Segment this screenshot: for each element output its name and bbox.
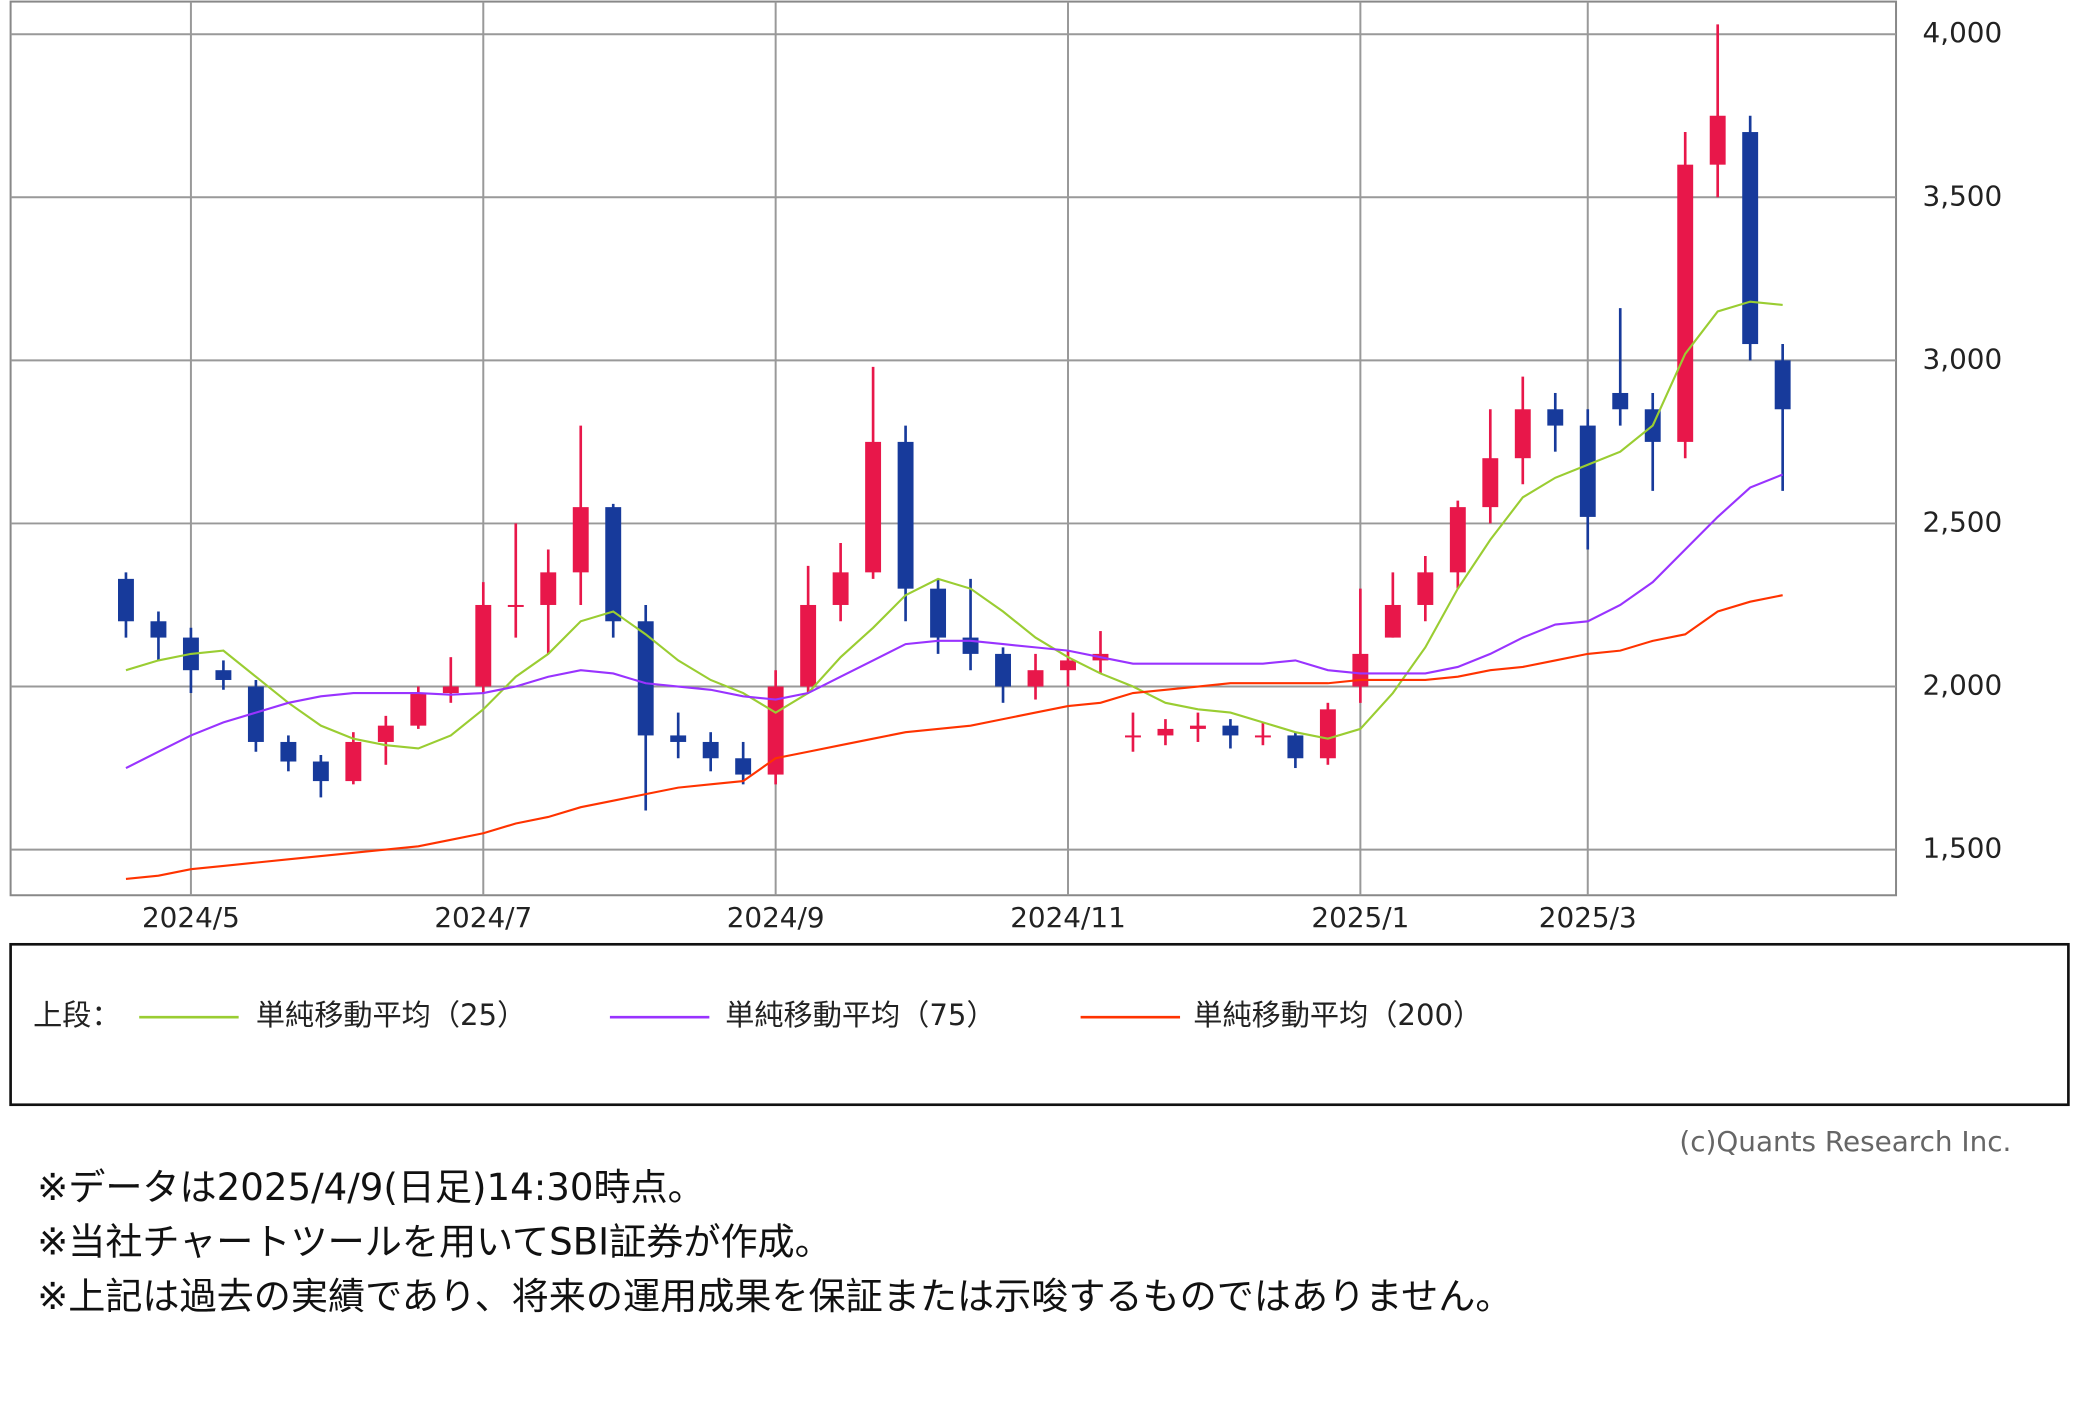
x-tick-label: 2024/7 <box>434 901 532 934</box>
y-tick-label: 3,000 <box>1923 342 2003 375</box>
candle-body <box>215 670 232 680</box>
candle-body <box>1417 572 1434 605</box>
candle-body <box>475 604 492 687</box>
candle-body <box>1060 660 1076 671</box>
candle-body <box>442 686 459 694</box>
y-tick-label: 4,000 <box>1923 16 2003 49</box>
candle-body <box>1254 735 1271 738</box>
candle-body <box>1189 725 1206 729</box>
candle-body <box>832 572 849 605</box>
candle-body <box>1482 458 1499 508</box>
candle-body <box>312 761 329 782</box>
ma-line <box>125 594 1783 880</box>
candle-body <box>118 578 134 622</box>
candle-body <box>1774 360 1791 410</box>
legend-label: 単純移動平均（25） <box>256 998 526 1032</box>
candle-body <box>637 621 654 736</box>
candle-body <box>670 735 687 742</box>
candle-body <box>150 621 167 638</box>
candle-body <box>507 604 524 607</box>
candle-body <box>1157 728 1174 736</box>
y-tick-label: 2,000 <box>1923 669 2003 702</box>
candle-body <box>1125 735 1141 738</box>
candle-body <box>1579 425 1596 517</box>
candle-body <box>995 653 1011 687</box>
candle-body <box>1384 604 1401 638</box>
y-tick-label: 1,500 <box>1923 832 2003 865</box>
candle-body <box>1319 709 1336 759</box>
note: ※データは2025/4/9(日足)14:30時点。 <box>37 1166 705 1209</box>
candle-body <box>1027 670 1044 687</box>
candle-body <box>1742 132 1759 345</box>
candle-body <box>767 686 784 775</box>
candle-body <box>1547 409 1564 426</box>
candle-body <box>377 725 394 742</box>
legend-title: 上段： <box>33 998 120 1032</box>
legend-label: 単純移動平均（200） <box>1193 998 1482 1032</box>
y-tick-label: 2,500 <box>1923 505 2003 538</box>
candle-body <box>280 741 297 762</box>
copyright: (c)Quants Research Inc. <box>1679 1125 2011 1158</box>
note: ※上記は過去の実績であり、将来の運用成果を保証または示唆するものではありません。 <box>37 1275 1512 1318</box>
candle-body <box>1612 392 1629 410</box>
candle-body <box>1709 115 1726 165</box>
x-tick-label: 2025/1 <box>1311 901 1409 934</box>
candle-body <box>800 604 817 687</box>
candle-body <box>605 507 622 622</box>
note: ※当社チャートツールを用いてSBI証券が作成。 <box>37 1220 832 1263</box>
candle-body <box>1677 164 1694 442</box>
candle-body <box>897 441 914 589</box>
candle-body <box>1449 507 1466 573</box>
x-tick-label: 2025/3 <box>1539 901 1637 934</box>
candle-body <box>1352 653 1369 687</box>
candle-body <box>1514 409 1531 459</box>
candle-body <box>572 507 589 573</box>
legend-label: 単純移動平均（75） <box>725 998 995 1032</box>
candle-body <box>410 693 427 726</box>
ma-line <box>125 473 1784 769</box>
plot-frame <box>9 0 1898 897</box>
candle-body <box>702 741 719 759</box>
y-tick-label: 3,500 <box>1923 179 2003 212</box>
candle-body <box>247 686 264 742</box>
legend-box <box>9 942 2070 1107</box>
x-tick-label: 2024/5 <box>142 901 240 934</box>
ma-line <box>125 300 1783 750</box>
candle-body <box>865 441 882 573</box>
x-tick-label: 2024/11 <box>1010 901 1126 934</box>
candle-body <box>930 588 947 638</box>
candle-body <box>1287 735 1304 759</box>
candle-body <box>540 572 557 605</box>
candle-body <box>1222 725 1239 736</box>
x-tick-label: 2024/9 <box>727 901 825 934</box>
candle-body <box>735 758 752 775</box>
candle-body <box>345 741 362 782</box>
